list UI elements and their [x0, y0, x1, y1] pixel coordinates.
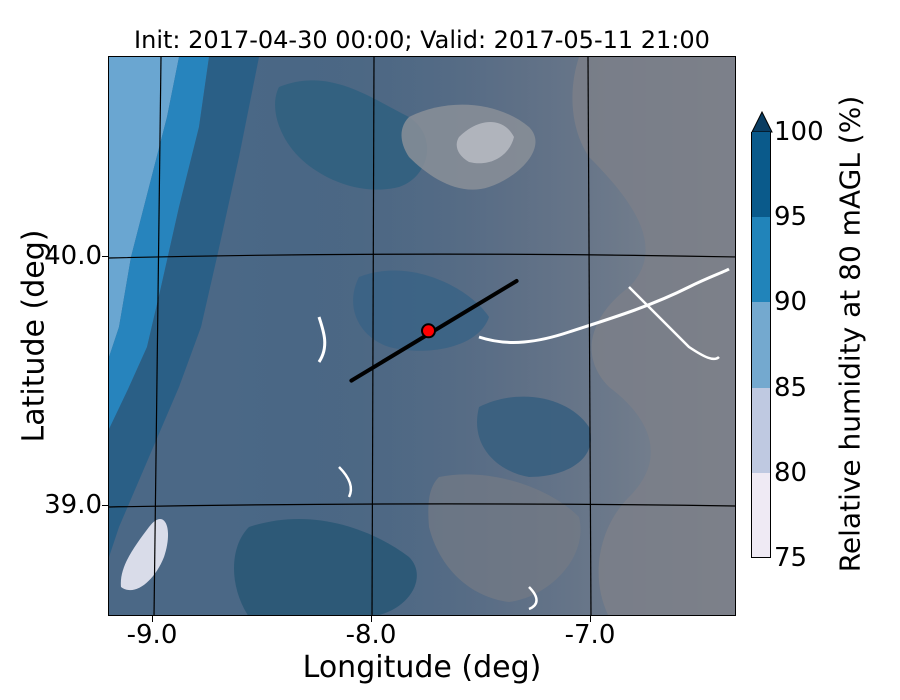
colorbar-segment — [751, 387, 771, 473]
colorbar-segment — [751, 217, 771, 303]
colorbar-tick-label: 100 — [774, 117, 824, 147]
humid-patch-ridge — [353, 270, 489, 351]
low-rh-southwest — [120, 518, 169, 591]
coastal-dark-band — [109, 57, 259, 557]
ocean-light-band — [109, 57, 179, 357]
ytick-label: 40.0 — [44, 241, 102, 271]
x-axis-label: Longitude (deg) — [302, 650, 542, 685]
plot-title: Init: 2017-04-30 00:00; Valid: 2017-05-1… — [134, 26, 710, 54]
site-marker — [421, 323, 436, 339]
colorbar-tick-label: 85 — [774, 373, 808, 403]
colorbar — [751, 132, 771, 558]
colorbar-segment — [751, 302, 771, 388]
river-east-branch — [628, 286, 720, 361]
map-panel[interactable] — [108, 56, 736, 616]
ytick-mark — [102, 505, 108, 506]
xtick-mark — [590, 616, 591, 622]
meridian-minus8 — [371, 57, 375, 615]
river-south — [338, 466, 353, 498]
colorbar-segment — [751, 132, 771, 218]
humid-patch-south — [234, 518, 417, 615]
humid-patch-north — [275, 80, 428, 190]
gray-terrain-south — [428, 474, 581, 602]
marker-overlay — [349, 279, 519, 383]
colorbar-extend-arrow — [751, 111, 773, 133]
colorbar-tick-label: 90 — [774, 287, 808, 317]
ytick-mark — [102, 256, 108, 257]
meridian-minus9 — [153, 57, 162, 615]
humid-patch-east — [477, 396, 591, 477]
colorbar-segment — [751, 472, 771, 558]
graticule — [109, 57, 735, 615]
xtick-label: -9.0 — [126, 620, 178, 650]
ytick-label: 39.0 — [44, 490, 102, 520]
river-center — [317, 316, 327, 363]
colorbar-tick-label: 95 — [774, 202, 808, 232]
xtick-mark — [371, 616, 372, 622]
y-axis-label: Latitude (deg) — [16, 229, 52, 443]
colorbar-tick-label: 80 — [774, 458, 808, 488]
xtick-label: -7.0 — [564, 620, 616, 650]
meridian-minus7 — [587, 57, 592, 615]
gray-terrain-east — [572, 57, 735, 615]
river-east — [478, 267, 730, 344]
colorbar-label: Relative humidity at 80 mAGL (%) — [833, 95, 867, 573]
colorbar-tick-label: 75 — [774, 543, 808, 573]
river-southeast — [528, 586, 538, 611]
parallel-40 — [109, 253, 735, 259]
gray-terrain-peak — [456, 122, 514, 164]
xtick-mark — [152, 616, 153, 622]
parallel-39 — [109, 503, 735, 508]
relative-humidity-map — [109, 57, 735, 615]
xtick-label: -8.0 — [345, 620, 397, 650]
